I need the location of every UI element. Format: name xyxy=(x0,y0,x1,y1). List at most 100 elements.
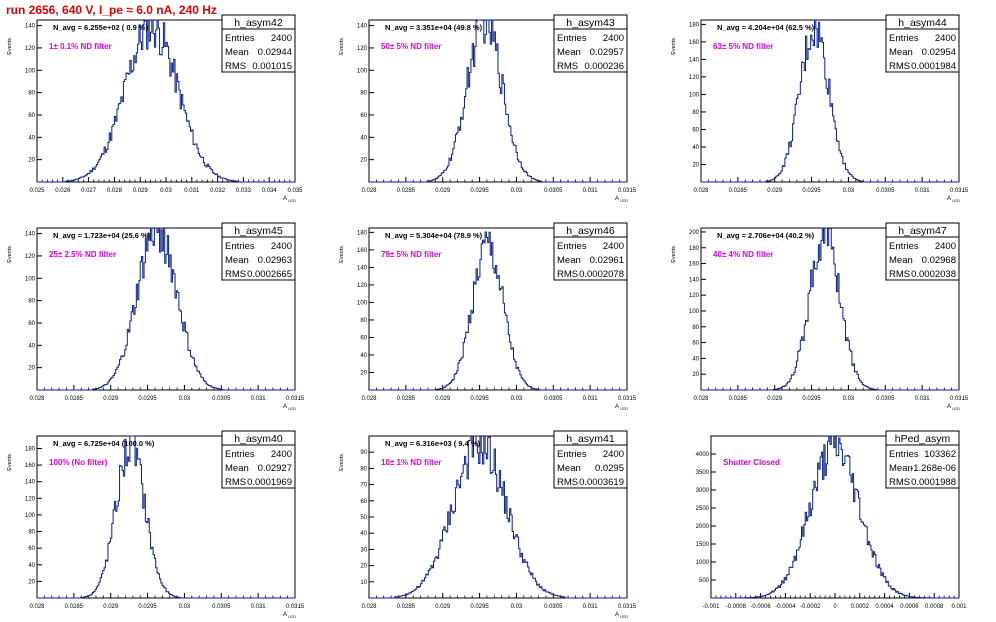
histogram-line-h_asym47 xyxy=(701,227,959,391)
y-axis-title: Events xyxy=(671,246,677,263)
stats-box xyxy=(221,14,296,73)
y-tick-label: 120 xyxy=(357,46,368,52)
stats-label: RMS xyxy=(225,61,246,72)
x-axis-title: A LED xyxy=(283,404,296,411)
x-tick-label: -0.0002 xyxy=(800,604,821,610)
y-axis-title: Events xyxy=(339,38,345,55)
y-axis-title: Events xyxy=(671,38,677,55)
stats-value: 0.02927 xyxy=(258,463,292,474)
navg-label: N_avg = 6.725e+04 (100.0 %) xyxy=(53,439,155,448)
plot-frame xyxy=(700,19,960,183)
x-tick-label: -0.0008 xyxy=(726,604,747,610)
stats-value: 0.02963 xyxy=(258,255,292,266)
y-tick-label: 120 xyxy=(689,293,700,299)
stats-box xyxy=(885,14,960,73)
x-tick-label: 0.0006 xyxy=(900,604,919,610)
y-tick-label: 60 xyxy=(360,499,367,505)
y-tick-label: 70 xyxy=(360,483,367,489)
stats-label: Mean xyxy=(225,47,249,58)
stats-box xyxy=(553,14,628,73)
stats-label: RMS xyxy=(225,269,246,280)
y-tick-label: 80 xyxy=(28,530,35,536)
x-tick-label: 0.0305 xyxy=(876,188,895,194)
y-tick-label: 30 xyxy=(360,547,367,553)
x-tick-label: 0.03 xyxy=(160,188,172,194)
stats-title: h_asym41 xyxy=(566,433,615,445)
stats-label: RMS xyxy=(889,477,910,488)
histogram-panel-h_asym45: 0.028 0.0285 0.029 0.0295 0.03 0.0305 0.031 0.0… xyxy=(7,222,305,411)
x-tick-label: 0.028 xyxy=(693,396,709,402)
stats-value: -1.268e-06 xyxy=(910,463,956,474)
y-tick-label: 20 xyxy=(692,162,699,168)
stats-label: Mean xyxy=(557,255,581,266)
histogram-line-h_asym40 xyxy=(37,435,295,599)
x-tick-label: 0.028 xyxy=(361,396,377,402)
stats-value: 0.02968 xyxy=(922,255,956,266)
y-tick-label: 180 xyxy=(357,230,368,236)
stats-value: 2400 xyxy=(271,449,292,460)
x-tick-label: 0.03 xyxy=(511,604,523,610)
filter-annotation: 25± 2.5% ND filter xyxy=(49,250,116,259)
x-tick-label: 0.025 xyxy=(29,188,45,194)
y-tick-label: 40 xyxy=(28,563,35,569)
x-tick-label: 0.0295 xyxy=(470,396,489,402)
stats-value: 2400 xyxy=(603,33,624,44)
y-tick-label: 140 xyxy=(357,24,368,30)
x-axis-subscript: LED xyxy=(287,198,296,203)
x-axis-subscript: LED xyxy=(951,406,960,411)
y-tick-label: 180 xyxy=(689,22,700,28)
x-tick-label: 0.001 xyxy=(951,604,967,610)
stats-box xyxy=(553,222,628,281)
stats-title: h_asym46 xyxy=(566,225,615,237)
y-axis-title: Events xyxy=(7,38,13,55)
x-axis-subscript: LED xyxy=(619,406,628,411)
histogram-line-h_asym41 xyxy=(369,435,627,599)
stats-title: hPed_asym xyxy=(895,433,951,445)
y-tick-label: 160 xyxy=(689,40,700,46)
x-tick-label: 0.0285 xyxy=(65,604,84,610)
y-tick-label: 40 xyxy=(28,135,35,141)
y-tick-label: 60 xyxy=(28,113,35,119)
y-tick-label: 2500 xyxy=(696,506,710,512)
stats-label: Mean xyxy=(889,47,913,58)
x-tick-label: 0.03 xyxy=(843,396,855,402)
y-tick-label: 60 xyxy=(360,113,367,119)
stats-label: Entries xyxy=(889,33,919,44)
navg-label: N_avg = 6.316e+03 ( 9.4 %) xyxy=(385,439,481,448)
y-tick-label: 20 xyxy=(28,158,35,164)
filter-annotation: 100% (No filter) xyxy=(49,458,108,467)
x-tick-label: 0.0315 xyxy=(950,188,969,194)
histogram-panel-h_asym41: 0.028 0.0285 0.029 0.0295 0.03 0.0305 0.031 0.0… xyxy=(339,430,637,619)
x-tick-label: 0.031 xyxy=(184,188,200,194)
stats-label: Entries xyxy=(557,33,587,44)
histogram-panel-h_asym43: 0.028 0.0285 0.029 0.0295 0.03 0.0305 0.031 0.0… xyxy=(339,14,637,203)
x-tick-label: 0.0295 xyxy=(138,604,157,610)
x-tick-label: 0.03 xyxy=(843,188,855,194)
filter-annotation: 40± 4% ND filter xyxy=(713,250,773,259)
x-tick-label: 0.029 xyxy=(767,396,783,402)
x-tick-label: 0.03 xyxy=(179,396,191,402)
stats-value: 0.0002078 xyxy=(579,269,624,280)
x-axis-title: A LED xyxy=(283,196,296,203)
navg-label: N_avg = 5.304e+04 (78.9 %) xyxy=(385,231,483,240)
y-tick-label: 60 xyxy=(692,341,699,347)
stats-value: 2400 xyxy=(271,241,292,252)
y-tick-label: 20 xyxy=(360,564,367,570)
plot-frame xyxy=(36,227,296,391)
stats-label: Mean xyxy=(889,255,913,266)
x-tick-label: 0.0315 xyxy=(618,604,637,610)
x-tick-label: 0.028 xyxy=(29,604,45,610)
x-tick-label: 0.029 xyxy=(435,188,451,194)
y-tick-label: 2000 xyxy=(696,524,710,530)
y-tick-label: 160 xyxy=(357,248,368,254)
x-tick-label: 0.0305 xyxy=(212,396,231,402)
x-tick-label: 0.029 xyxy=(103,396,119,402)
x-tick-label: 0.0295 xyxy=(138,396,157,402)
y-tick-label: 20 xyxy=(692,372,699,378)
stats-value: 0.0001969 xyxy=(247,477,292,488)
y-tick-label: 3500 xyxy=(696,470,710,476)
x-tick-label: 0.031 xyxy=(583,188,599,194)
stats-label: Mean xyxy=(889,463,913,474)
x-axis-subscript: LED xyxy=(287,614,296,619)
filter-annotation: 50± 5% ND filter xyxy=(381,42,441,51)
